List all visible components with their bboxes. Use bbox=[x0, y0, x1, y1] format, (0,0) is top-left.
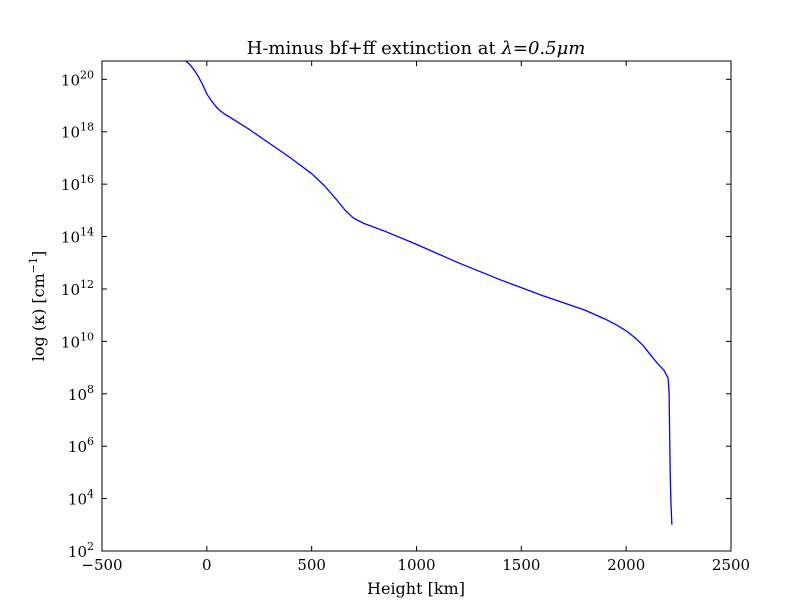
plot-frame bbox=[101, 60, 732, 552]
y-tick-label: 1020 bbox=[61, 68, 94, 89]
y-tick-label: 1010 bbox=[61, 330, 94, 351]
plot-area: −500 0 500 1000 1500 2000 2500 102 104 106 108 101… bbox=[61, 60, 750, 574]
x-tick-label: 500 bbox=[297, 556, 326, 574]
x-tick-label: −500 bbox=[81, 556, 122, 574]
y-tick-label: 104 bbox=[68, 488, 94, 509]
y-tick-label: 106 bbox=[68, 435, 94, 456]
chart-title: H-minus bf+ff extinction at λ=0.5μm bbox=[247, 38, 586, 59]
y-tick-label: 1018 bbox=[61, 121, 94, 142]
y-tick-label: 1012 bbox=[61, 278, 94, 299]
y-tick-label: 102 bbox=[68, 540, 94, 561]
x-tick-label: 1000 bbox=[397, 556, 435, 574]
series-line bbox=[185, 61, 673, 525]
y-tick-label: 1016 bbox=[61, 173, 94, 194]
y-axis-ticks: 102 104 106 108 1010 1012 1014 1016 1018 1020 bbox=[61, 68, 731, 561]
x-axis-label: Height [km] bbox=[367, 579, 465, 598]
series-layer bbox=[185, 61, 673, 525]
x-axis-ticks: −500 0 500 1000 1500 2000 2500 bbox=[81, 61, 750, 574]
x-tick-label: 2500 bbox=[712, 556, 750, 574]
y-axis-label: log (κ) [cm−1] bbox=[27, 251, 48, 362]
x-tick-label: 0 bbox=[202, 556, 212, 574]
y-tick-label: 108 bbox=[68, 383, 94, 404]
y-tick-label: 1014 bbox=[61, 226, 94, 247]
x-tick-label: 1500 bbox=[502, 556, 540, 574]
x-tick-label: 2000 bbox=[607, 556, 645, 574]
